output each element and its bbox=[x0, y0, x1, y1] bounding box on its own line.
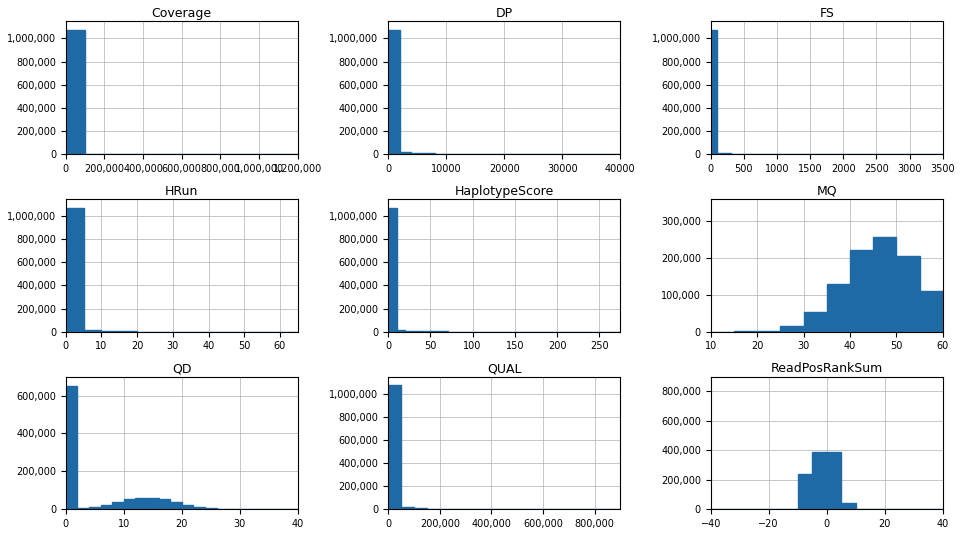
Bar bbox=[802, 312, 825, 332]
Bar bbox=[797, 474, 811, 509]
Bar bbox=[411, 153, 423, 154]
Bar bbox=[717, 153, 724, 154]
Bar bbox=[840, 503, 855, 509]
Bar bbox=[873, 237, 896, 332]
Bar bbox=[182, 505, 193, 509]
Bar bbox=[84, 330, 101, 332]
Title: QD: QD bbox=[172, 362, 191, 375]
Bar bbox=[205, 508, 216, 509]
Bar bbox=[724, 153, 729, 154]
Bar bbox=[170, 502, 182, 509]
Bar bbox=[124, 499, 136, 509]
Bar bbox=[811, 452, 825, 509]
Bar bbox=[401, 507, 413, 509]
Bar bbox=[896, 256, 919, 332]
Bar bbox=[850, 250, 873, 332]
Bar bbox=[779, 326, 802, 332]
Bar bbox=[397, 330, 405, 332]
Bar bbox=[77, 508, 89, 509]
Bar bbox=[400, 152, 411, 154]
Bar bbox=[136, 497, 147, 509]
Title: HRun: HRun bbox=[165, 185, 198, 198]
Bar bbox=[388, 208, 397, 332]
Bar bbox=[101, 331, 119, 332]
Bar bbox=[710, 30, 717, 154]
Bar bbox=[101, 505, 112, 509]
Bar bbox=[159, 499, 170, 509]
Bar bbox=[65, 207, 84, 332]
Bar bbox=[388, 30, 400, 154]
Bar bbox=[65, 385, 77, 509]
Bar bbox=[388, 385, 401, 509]
Title: DP: DP bbox=[495, 7, 512, 20]
Bar bbox=[825, 452, 840, 509]
Bar bbox=[825, 284, 850, 332]
Title: ReadPosRankSum: ReadPosRankSum bbox=[770, 362, 882, 375]
Title: Coverage: Coverage bbox=[152, 7, 211, 20]
Title: MQ: MQ bbox=[816, 185, 836, 198]
Title: HaplotypeScore: HaplotypeScore bbox=[455, 185, 554, 198]
Bar bbox=[919, 291, 942, 332]
Bar bbox=[405, 331, 413, 332]
Bar bbox=[193, 507, 205, 509]
Title: QUAL: QUAL bbox=[486, 362, 521, 375]
Bar bbox=[756, 331, 779, 332]
Bar bbox=[112, 502, 124, 509]
Bar bbox=[65, 30, 85, 154]
Bar bbox=[89, 507, 101, 509]
Bar bbox=[147, 497, 159, 509]
Title: FS: FS bbox=[819, 7, 833, 20]
Bar bbox=[413, 508, 427, 509]
